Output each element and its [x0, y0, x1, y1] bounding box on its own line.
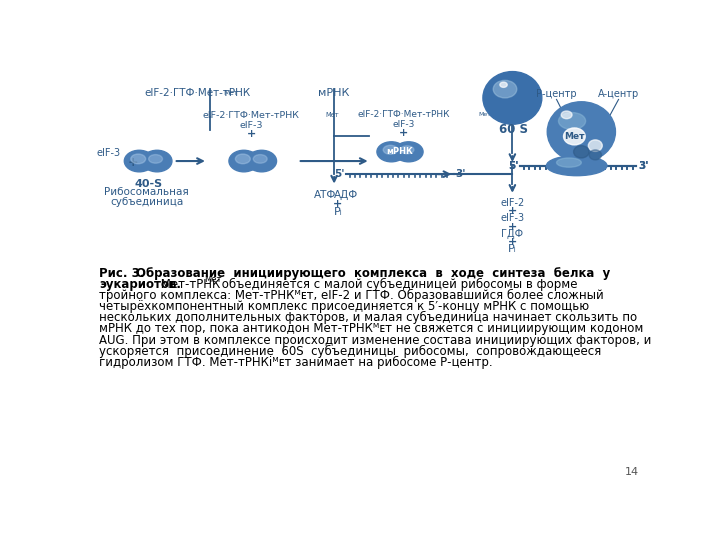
- Text: Мет: Мет: [478, 112, 491, 117]
- Text: Мет: Мет: [325, 112, 339, 118]
- Ellipse shape: [148, 154, 163, 163]
- Text: тройного комплекса: Мет-тРНКᴹᴇᴛ, eIF-2 и ГТФ. Образовавшийся более сложный: тройного комплекса: Мет-тРНКᴹᴇᴛ, eIF-2 и…: [99, 289, 604, 302]
- Text: АТФ: АТФ: [314, 190, 336, 200]
- Ellipse shape: [138, 152, 158, 170]
- Ellipse shape: [589, 150, 601, 160]
- Text: мРНК: мРНК: [318, 88, 350, 98]
- Text: Мет: Мет: [223, 90, 238, 96]
- Ellipse shape: [493, 80, 517, 98]
- Ellipse shape: [561, 111, 572, 119]
- Text: 5': 5': [508, 161, 518, 171]
- Ellipse shape: [557, 158, 581, 167]
- Text: +: +: [508, 206, 517, 217]
- Text: А-центр: А-центр: [598, 90, 639, 99]
- Text: четырёхкомпонентный комплекс присоединяется к 5′-концу мРНК с помощью: четырёхкомпонентный комплекс присоединяе…: [99, 300, 590, 313]
- Text: 5': 5': [333, 169, 344, 179]
- Ellipse shape: [400, 146, 414, 154]
- Text: Образование  инициирующего  комплекса  в  ходе  синтеза  белка  у: Образование инициирующего комплекса в хо…: [137, 267, 611, 280]
- Ellipse shape: [500, 82, 507, 87]
- Text: объединяется с малой субъединицей рибосомы в форме: объединяется с малой субъединицей рибосо…: [218, 278, 577, 291]
- Ellipse shape: [247, 150, 276, 172]
- Ellipse shape: [395, 142, 423, 162]
- Ellipse shape: [383, 145, 397, 154]
- Ellipse shape: [125, 150, 154, 172]
- Text: +: +: [246, 130, 256, 139]
- Text: АДФ: АДФ: [333, 190, 358, 200]
- Ellipse shape: [564, 128, 585, 145]
- Text: Мет: Мет: [204, 275, 222, 285]
- Text: ГДФ: ГДФ: [501, 229, 523, 239]
- Text: 3': 3': [639, 161, 649, 171]
- Ellipse shape: [235, 154, 251, 164]
- Text: eIF-2·ГТФ·Мет-тРНК: eIF-2·ГТФ·Мет-тРНК: [144, 88, 251, 98]
- Text: мРНК: мРНК: [387, 147, 413, 156]
- Text: Мет: Мет: [564, 132, 585, 141]
- Text: 14: 14: [624, 467, 639, 477]
- Ellipse shape: [546, 156, 607, 176]
- Ellipse shape: [574, 146, 589, 158]
- Text: 5': 5': [508, 161, 518, 171]
- Text: Мет-тРНК: Мет-тРНК: [158, 278, 220, 291]
- Ellipse shape: [547, 102, 616, 162]
- Ellipse shape: [229, 150, 258, 172]
- Ellipse shape: [559, 112, 585, 130]
- Text: eIF-2: eIF-2: [500, 198, 524, 208]
- Text: эукариотов.: эукариотов.: [99, 278, 181, 291]
- Text: eIF-3: eIF-3: [240, 122, 263, 130]
- Ellipse shape: [131, 154, 145, 164]
- Text: AUG. При этом в комплексе происходит изменение состава инициирующих факторов, и: AUG. При этом в комплексе происходит изм…: [99, 334, 652, 347]
- Ellipse shape: [588, 140, 602, 151]
- Ellipse shape: [390, 144, 410, 160]
- Text: eIF-3: eIF-3: [500, 213, 524, 224]
- Text: мРНК до тех пор, пока антикодон Мет-тРНКᴹᴇᴛ не свяжется с инициирующим кодоном: мРНК до тех пор, пока антикодон Мет-тРНК…: [99, 322, 644, 335]
- Text: 60 S: 60 S: [500, 123, 528, 136]
- Text: eIF-3: eIF-3: [392, 120, 415, 129]
- Text: +: +: [127, 156, 138, 169]
- Text: 40-S: 40-S: [134, 179, 162, 189]
- Text: гидролизом ГТФ. Мет-тРНКiᴹᴇᴛ занимает на рибосоме Р-центр.: гидролизом ГТФ. Мет-тРНКiᴹᴇᴛ занимает на…: [99, 356, 493, 369]
- Text: 3': 3': [456, 169, 467, 179]
- Text: eIF-2·ГТФ·Мет-тРНК: eIF-2·ГТФ·Мет-тРНК: [358, 111, 450, 119]
- Text: Р-центр: Р-центр: [536, 90, 577, 99]
- Ellipse shape: [253, 154, 267, 163]
- Text: +: +: [333, 199, 343, 209]
- Text: +: +: [508, 237, 517, 247]
- Text: субъединица: субъединица: [110, 197, 183, 207]
- Text: Pᵢ: Pᵢ: [333, 207, 343, 217]
- Text: Рис. 3.: Рис. 3.: [99, 267, 145, 280]
- Text: eIF-3: eIF-3: [96, 148, 120, 158]
- Ellipse shape: [377, 142, 406, 162]
- Ellipse shape: [483, 72, 542, 124]
- Text: +: +: [508, 222, 517, 232]
- Text: ускоряется  присоединение  60S  субъединицы  рибосомы,  сопровождающееся: ускоряется присоединение 60S субъединицы…: [99, 345, 601, 358]
- Text: Рибосомальная: Рибосомальная: [104, 187, 189, 197]
- Text: eIF-2·ГТФ·Мет-тРНК: eIF-2·ГТФ·Мет-тРНК: [203, 111, 300, 120]
- Ellipse shape: [142, 150, 172, 172]
- Text: +: +: [400, 128, 408, 138]
- Ellipse shape: [243, 152, 263, 170]
- Text: нескольких дополнительных факторов, и малая субъединица начинает скользить по: нескольких дополнительных факторов, и ма…: [99, 311, 637, 325]
- Text: Pᵢ: Pᵢ: [508, 244, 517, 254]
- Text: 3': 3': [639, 161, 649, 171]
